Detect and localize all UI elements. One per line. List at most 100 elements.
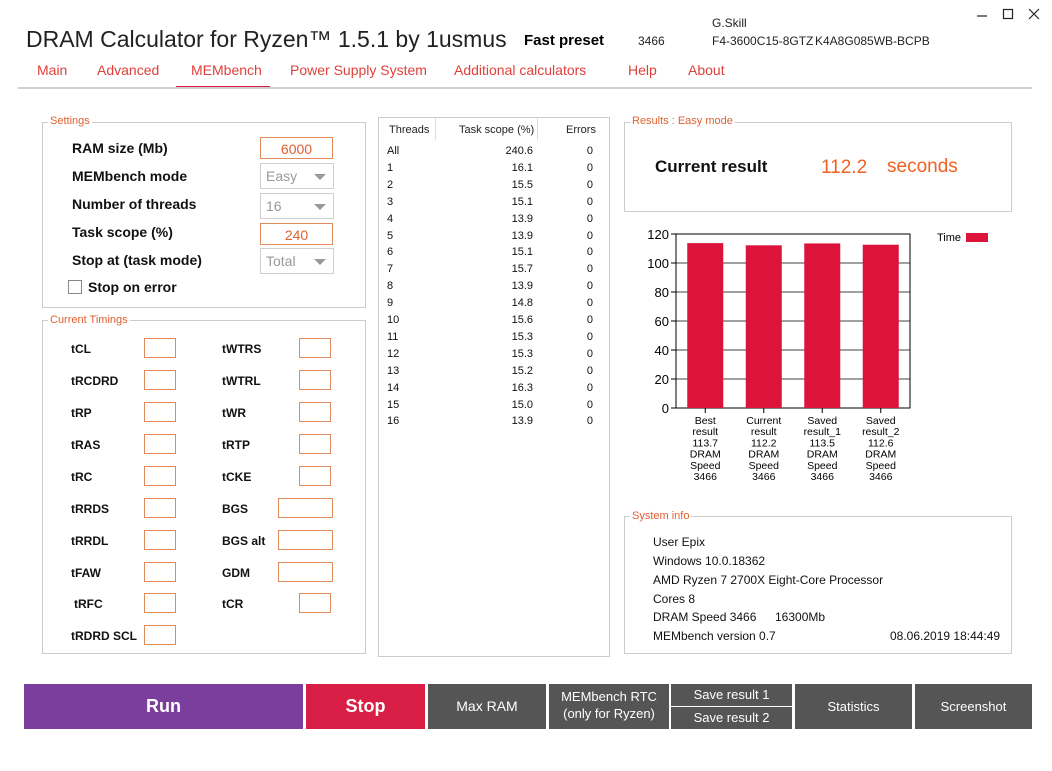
save-result-2-button[interactable]: Save result 2 <box>671 707 792 729</box>
chart-bar <box>862 244 899 408</box>
timing-field[interactable] <box>144 466 176 486</box>
stop-button-label: Stop <box>345 696 386 716</box>
timing-field[interactable] <box>144 593 176 613</box>
timing-field[interactable] <box>299 338 331 358</box>
stop-at-select[interactable]: Total <box>260 248 334 274</box>
cell-thread: 2 <box>387 178 394 191</box>
tab-about[interactable]: About <box>688 62 725 78</box>
screenshot-button[interactable]: Screenshot <box>915 684 1032 729</box>
run-button-label: Run <box>146 696 181 716</box>
timing-field[interactable] <box>299 593 331 613</box>
cell-errors: 0 <box>586 297 593 310</box>
timing-field[interactable] <box>144 434 176 454</box>
timing-field[interactable] <box>144 338 176 358</box>
timing-field[interactable] <box>278 530 333 550</box>
maximize-icon[interactable] <box>1000 6 1016 22</box>
timing-field[interactable] <box>278 498 333 518</box>
timing-label: tCR <box>222 597 244 611</box>
save-result-1-button[interactable]: Save result 1 <box>671 684 792 706</box>
tab-power-supply-system[interactable]: Power Supply System <box>290 62 427 78</box>
stop-button[interactable]: Stop <box>306 684 425 729</box>
minimize-icon[interactable] <box>974 6 990 22</box>
save2-label: Save result 2 <box>693 710 770 725</box>
cell-task-scope: 13.9 <box>511 212 533 225</box>
chart-bar <box>687 243 724 408</box>
cell-task-scope: 15.6 <box>511 314 533 326</box>
timing-field[interactable] <box>144 530 176 550</box>
threads-label: Number of threads <box>72 196 197 212</box>
cell-task-scope: 16.3 <box>511 381 533 394</box>
cell-task-scope: 14.8 <box>511 297 533 310</box>
cell-thread: 15 <box>387 398 400 411</box>
timing-field[interactable] <box>299 370 331 390</box>
timing-label: tRDRD SCL <box>71 629 137 643</box>
chart-x-tick-label: Saved result_2 112.6 DRAM Speed 3466 <box>862 415 900 483</box>
timing-label: tCKE <box>222 470 252 484</box>
cell-thread: 12 <box>387 347 400 360</box>
cell-thread: 16 <box>387 415 400 428</box>
chart-y-tick-label: 0 <box>662 401 669 416</box>
chart-bar <box>745 245 782 408</box>
cell-thread: 1 <box>387 161 394 174</box>
system-version: MEMbench version 0.7 <box>653 629 776 643</box>
statistics-button[interactable]: Statistics <box>795 684 912 729</box>
chevron-down-icon <box>314 174 326 180</box>
settings-title: Settings <box>48 115 92 127</box>
cell-errors: 0 <box>586 314 593 326</box>
cell-thread: 8 <box>387 280 394 293</box>
tab-main[interactable]: Main <box>37 62 68 78</box>
system-os: Windows 10.0.18362 <box>653 554 766 568</box>
memory-brand: G.Skill <box>712 16 747 30</box>
timing-field[interactable] <box>144 498 176 518</box>
memory-chip: K4A8G085WB-BCPB <box>815 34 930 48</box>
col-header-task-scope[interactable]: Task scope (%) <box>459 124 535 136</box>
timing-field[interactable] <box>144 562 176 582</box>
timing-field[interactable] <box>144 625 176 645</box>
results-chart: 0 20 40 60 80 100 120 Best result 113.7 DRAM Speed 3… <box>647 227 988 483</box>
chart-x-tick-label: Best result 113.7 DRAM Speed 3466 <box>690 415 721 483</box>
threads-select[interactable]: 16 <box>260 193 334 219</box>
max-ram-button[interactable]: Max RAM <box>428 684 546 729</box>
tab-help[interactable]: Help <box>628 62 657 78</box>
chevron-down-icon <box>314 259 326 265</box>
cell-task-scope: 15.3 <box>511 330 533 343</box>
results-title: Results : Easy mode <box>630 115 735 127</box>
timing-field[interactable] <box>144 370 176 390</box>
timing-field[interactable] <box>278 562 333 582</box>
table-col-divider <box>435 118 436 140</box>
chart-y-tick-label: 100 <box>647 256 669 271</box>
tab-additional-calculators[interactable]: Additional calculators <box>454 62 587 78</box>
timings-group <box>42 320 366 654</box>
chart-x-tick-label: Current result 112.2 DRAM Speed 3466 <box>746 415 781 483</box>
timing-label: BGS alt <box>222 534 266 548</box>
timing-label: tWTRL <box>222 374 261 388</box>
membench-mode-select[interactable]: Easy <box>260 163 334 189</box>
current-result-label: Current result <box>655 157 768 176</box>
tab-advanced[interactable]: Advanced <box>97 62 160 78</box>
cell-task-scope: 15.0 <box>511 398 533 411</box>
timing-field[interactable] <box>299 466 331 486</box>
membench-rtc-button[interactable]: MEMbench RTC (only for Ryzen) <box>549 684 669 729</box>
timing-label: GDM <box>222 566 250 580</box>
cell-errors: 0 <box>586 364 593 377</box>
run-button[interactable]: Run <box>24 684 303 729</box>
stop-on-error-checkbox[interactable] <box>68 280 82 294</box>
timing-field[interactable] <box>299 402 331 422</box>
tab-membench[interactable]: MEMbench <box>191 62 262 78</box>
threads-value: 16 <box>266 198 282 214</box>
chart-y-tick-label: 40 <box>655 343 669 358</box>
close-icon[interactable] <box>1026 6 1042 22</box>
timing-field[interactable] <box>299 434 331 454</box>
timing-label: tFAW <box>71 566 101 580</box>
current-result-value: 112.2 <box>821 157 868 178</box>
cell-errors: 0 <box>586 212 593 225</box>
nav-divider <box>18 87 1032 89</box>
col-header-errors[interactable]: Errors <box>566 124 596 136</box>
timing-field[interactable] <box>144 402 176 422</box>
col-header-threads[interactable]: Threads <box>389 124 430 136</box>
task-scope-input[interactable]: 240 <box>260 223 333 245</box>
cell-task-scope: 15.7 <box>511 263 533 276</box>
ram-size-input[interactable]: 6000 <box>260 137 333 159</box>
cell-errors: 0 <box>586 246 593 259</box>
cell-thread: 11 <box>387 330 399 343</box>
